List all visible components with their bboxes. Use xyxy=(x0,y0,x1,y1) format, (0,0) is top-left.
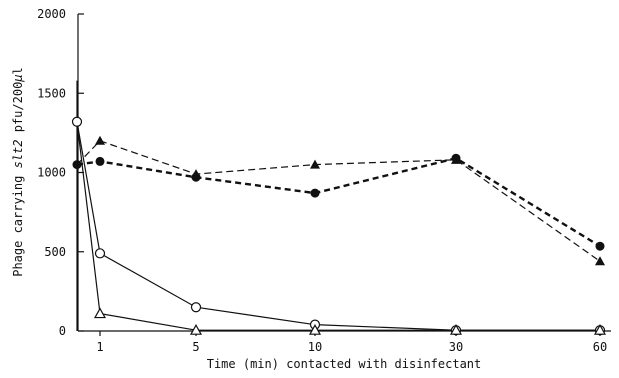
marker-filled-circle xyxy=(310,188,320,198)
marker-filled-triangle xyxy=(95,135,105,145)
y-tick-label: 2000 xyxy=(37,7,66,21)
y-tick-label: 1500 xyxy=(37,86,66,100)
series-line-1 xyxy=(76,156,601,248)
x-tick-label: 1 xyxy=(96,340,103,354)
marker-open-circle xyxy=(71,116,83,127)
series-line-3 xyxy=(76,121,600,331)
marker-open-triangle xyxy=(593,323,607,335)
series-line-2 xyxy=(76,140,601,262)
x-ticks: 1 5 10 30 60 xyxy=(96,331,607,354)
marker-filled-triangle xyxy=(310,159,320,169)
marker-filled-circle xyxy=(72,160,82,170)
y-axis-title-part3: l xyxy=(11,67,25,74)
marker-open-triangle xyxy=(189,323,203,335)
y-axis-title-part2: pfu/200 xyxy=(11,82,25,140)
x-tick-label: 30 xyxy=(449,340,463,354)
marker-open-triangle xyxy=(93,307,107,319)
x-axis-title: Time (min) contacted with disinfectant xyxy=(207,357,482,371)
y-axis-title-mu: µ xyxy=(11,74,25,82)
x-tick-label: 10 xyxy=(308,340,322,354)
x-tick-label: 5 xyxy=(192,340,199,354)
y-axis-title-gene: slt2 xyxy=(11,139,25,168)
y-ticks: 0 500 1000 1500 2000 xyxy=(37,7,84,338)
series-layer xyxy=(71,80,607,336)
marker-filled-circle xyxy=(595,241,605,251)
y-tick-label: 1000 xyxy=(37,166,66,180)
marker-filled-triangle xyxy=(595,256,605,266)
y-tick-label: 500 xyxy=(44,245,66,259)
axes xyxy=(77,14,611,332)
y-axis-title-part1: Phage carrying xyxy=(11,168,25,276)
marker-filled-circle xyxy=(95,156,105,166)
series-line-4 xyxy=(76,121,600,331)
y-tick-label: 0 xyxy=(59,324,66,338)
marker-open-circle xyxy=(190,302,202,313)
marker-open-circle xyxy=(94,248,106,259)
marker-filled-triangle xyxy=(451,154,461,164)
marker-filled-triangle xyxy=(191,169,201,179)
marker-open-triangle xyxy=(308,323,322,335)
x-tick-label: 60 xyxy=(593,340,607,354)
y-axis-title: Phage carrying slt2 pfu/200µl xyxy=(11,67,25,277)
marker-open-triangle xyxy=(449,323,463,335)
